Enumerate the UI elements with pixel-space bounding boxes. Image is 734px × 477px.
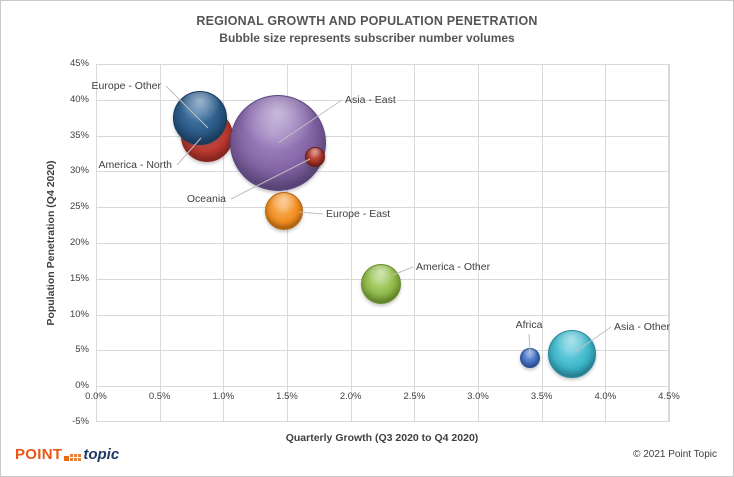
bubble-europe-other (173, 90, 228, 145)
bubble-label: Asia - Other (614, 321, 671, 333)
logo-squares-icon (64, 454, 82, 461)
x-tick-label: 3.5% (530, 391, 553, 403)
gridline-horizontal (96, 314, 669, 316)
y-tick-label: 0% (75, 380, 89, 392)
point-topic-logo: POINT topic (15, 447, 119, 462)
bubble-label: Europe - East (326, 208, 391, 220)
x-tick-label: 1.5% (276, 391, 298, 403)
x-tick-label: 0.0% (85, 391, 107, 403)
y-tick-label: 25% (69, 201, 89, 213)
x-tick-label: 0.5% (148, 391, 171, 403)
y-tick-label: 15% (69, 272, 89, 284)
gridline-vertical (669, 64, 670, 422)
x-tick-label: 2.5% (403, 391, 426, 403)
x-axis-title: Quarterly Growth (Q3 2020 to Q4 2020) (285, 432, 479, 444)
gridline-horizontal (96, 135, 669, 137)
bubble-oceania (305, 147, 325, 168)
y-tick-label: 5% (75, 344, 89, 356)
y-tick-label: 10% (69, 308, 89, 320)
gridline-horizontal (96, 207, 669, 209)
bubble-asia-east (230, 94, 327, 191)
gridline-horizontal (96, 99, 669, 101)
x-tick-label: 2.0% (339, 391, 362, 403)
y-tick-label: -5% (72, 416, 89, 427)
x-tick-label: 1.0% (212, 391, 235, 403)
gridline-horizontal (96, 243, 669, 244)
gridline-horizontal (96, 350, 669, 352)
bubble-asia-other (548, 329, 597, 378)
y-tick-label: 45% (69, 58, 89, 69)
x-tick-label: 3.0% (467, 391, 489, 403)
bubble-label: Asia - East (345, 94, 396, 106)
gridline-horizontal (96, 171, 669, 173)
bubble-label: America - North (98, 159, 172, 171)
y-tick-label: 20% (69, 237, 89, 248)
y-tick-label: 35% (69, 129, 89, 141)
bubble-label: Oceania (186, 193, 226, 205)
chart-title: REGIONAL GROWTH AND POPULATION PENETRATI… (196, 14, 538, 28)
bubble-america-other (361, 263, 402, 304)
x-tick-label: 4.5% (658, 391, 680, 403)
chart-subtitle: Bubble size represents subscriber number… (219, 31, 515, 45)
logo-point-text: POINT (15, 446, 63, 463)
bubble-label: America - Other (416, 261, 491, 273)
copyright-text: © 2021 Point Topic (633, 449, 717, 460)
y-tick-label: 40% (69, 93, 89, 105)
bubble-label: Africa (515, 319, 543, 331)
y-tick-label: 30% (69, 165, 89, 177)
logo-topic-text: topic (83, 446, 120, 463)
gridline-horizontal (96, 386, 669, 388)
x-tick-label: 4.0% (594, 391, 617, 403)
bubble-africa (520, 347, 541, 368)
y-axis-title: Population Penetration (Q4 2020) (45, 160, 57, 326)
bubble-europe-east (265, 191, 304, 230)
bubble-label: Europe - Other (91, 80, 161, 92)
